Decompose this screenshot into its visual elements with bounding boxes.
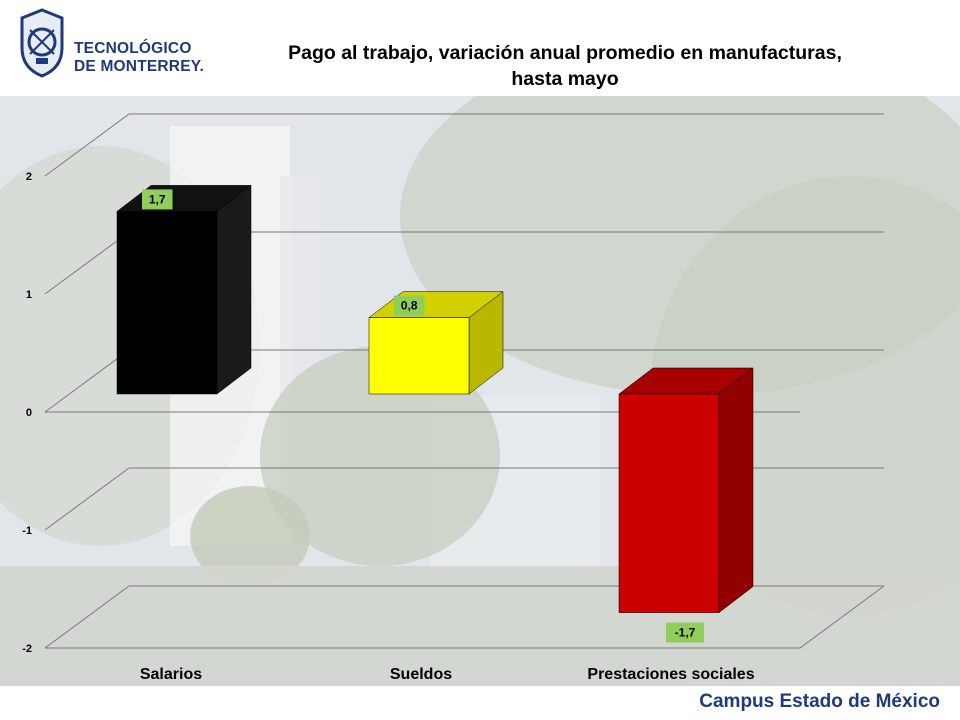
logo-line-2: DE MONTERREY.: [74, 58, 205, 75]
chart-title-line-1: Pago al trabajo, variación anual promedi…: [288, 42, 842, 64]
x-axis-categories: Salarios Sueldos Prestaciones sociales: [140, 666, 755, 683]
chart-title-line-2: hasta mayo: [511, 68, 619, 90]
data-label-bg: [142, 189, 173, 210]
x-category-label: Salarios: [140, 666, 202, 683]
y-tick-label: 0: [26, 407, 32, 419]
x-category-label: Sueldos: [390, 666, 452, 683]
logo-line-1: TECNOLÓGICO: [74, 40, 192, 57]
data-label: -1,7: [666, 622, 704, 643]
bar-front-face: [618, 393, 720, 613]
data-label: 0,8: [394, 295, 425, 316]
data-label: 1,7: [142, 189, 173, 210]
bar-side-face: [216, 184, 252, 395]
grid-side-line: [44, 467, 130, 531]
data-label-bg: [666, 622, 704, 643]
slide-header: TECNOLÓGICO DE MONTERREY. Pago al trabaj…: [0, 0, 960, 96]
data-labels: 1,7 0,8 -1,7: [142, 189, 704, 643]
y-tick-label: -2: [22, 643, 32, 655]
chart-bars: [116, 184, 754, 614]
y-tick-label: 2: [26, 171, 32, 183]
grid-side-line: [44, 113, 130, 177]
data-label-bg: [394, 295, 425, 316]
floor-right-edge: [799, 585, 885, 649]
bar-salarios: [116, 184, 252, 395]
y-tick-label: 1: [26, 289, 32, 301]
data-label-text: -1,7: [675, 626, 696, 640]
bar-front-face: [368, 317, 470, 395]
y-tick-label: -1: [22, 525, 32, 537]
grid-side-line: [44, 585, 130, 649]
bar-side-face: [718, 367, 754, 614]
bar-front-face: [116, 211, 218, 395]
data-label-text: 1,7: [149, 192, 166, 206]
x-category-label: Prestaciones sociales: [587, 666, 754, 683]
tec-logo: TECNOLÓGICO DE MONTERREY.: [16, 8, 206, 80]
tec-shield-icon: [20, 8, 64, 78]
grid-side-line: [44, 231, 130, 295]
bar-sueldos: [368, 291, 504, 395]
campus-name: Campus Estado de México: [699, 691, 940, 712]
chart-title: Pago al trabajo, variación anual promedi…: [210, 40, 920, 92]
data-label-text: 0,8: [401, 299, 418, 313]
bar-prestaciones-sociales: [618, 367, 754, 614]
slide-footer: [0, 686, 960, 720]
y-axis-ticks: 2 1 0 -1 -2: [22, 171, 32, 655]
grid-side-line: [44, 349, 130, 413]
